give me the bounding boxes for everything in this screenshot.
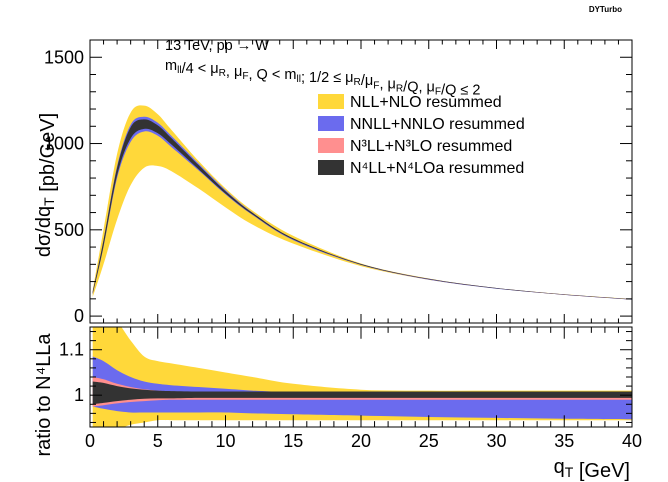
legend-swatch-3 <box>318 160 344 175</box>
main-y-tick-label: 1500 <box>44 47 84 67</box>
main-y-axis-title: dσ/dqT [pb/GeV] <box>33 113 59 257</box>
legend-swatch-0 <box>318 94 344 109</box>
ratio-y-axis-title: ratio to N⁴LLa <box>33 333 55 457</box>
main-y-tick-label: 500 <box>54 220 84 240</box>
x-tick-label: 10 <box>215 431 235 451</box>
ratio-panel-bands <box>92 327 632 427</box>
legend-swatch-2 <box>318 138 344 153</box>
x-tick-label: 15 <box>283 431 303 451</box>
legend-label-1: NNLL+NNLO resummed <box>350 116 525 133</box>
ratio-band-n4ll-n4loa <box>92 381 632 405</box>
x-axis-title: qT [GeV] <box>554 456 630 482</box>
legend-label-0: NLL+NLO resummed <box>350 94 502 111</box>
x-tick-label: 40 <box>622 431 642 451</box>
annotation-energy-process: 13 TeV, pp → W <box>165 38 269 54</box>
main-panel-bands <box>92 105 632 300</box>
x-tick-label: 5 <box>153 431 163 451</box>
x-tick-label: 25 <box>419 431 439 451</box>
ratio-y-tick-label: 1.1 <box>59 340 84 360</box>
ratio-band-n3ll-n3lo <box>92 377 632 407</box>
main-y-tick-label: 1000 <box>44 134 84 154</box>
legend-label-3: N⁴LL+N⁴LOa resummed <box>350 160 524 177</box>
legend: NLL+NLO resummed NNLL+NNLO resummed N³LL+N… <box>318 94 525 177</box>
axes-layer: 0 5 10 15 20 25 30 35 40 0 500 1000 1500 1 1.1 <box>44 39 642 451</box>
x-tick-label: 0 <box>85 431 95 451</box>
ratio-y-tick-label: 1 <box>74 385 84 405</box>
main-y-tick-label: 0 <box>74 306 84 326</box>
ratio-band-nnll-nnlo <box>92 356 632 420</box>
x-tick-label: 20 <box>351 431 371 451</box>
brand-label: DYTurbo <box>589 5 622 14</box>
legend-swatch-1 <box>318 116 344 131</box>
annotation-scale-variation: mll/4 < μR, μF, Q < mll; 1/2 ≤ μR/μF, μR… <box>165 58 480 98</box>
x-tick-label: 35 <box>554 431 574 451</box>
x-tick-label: 30 <box>486 431 506 451</box>
legend-label-2: N³LL+N³LO resummed <box>350 138 512 155</box>
